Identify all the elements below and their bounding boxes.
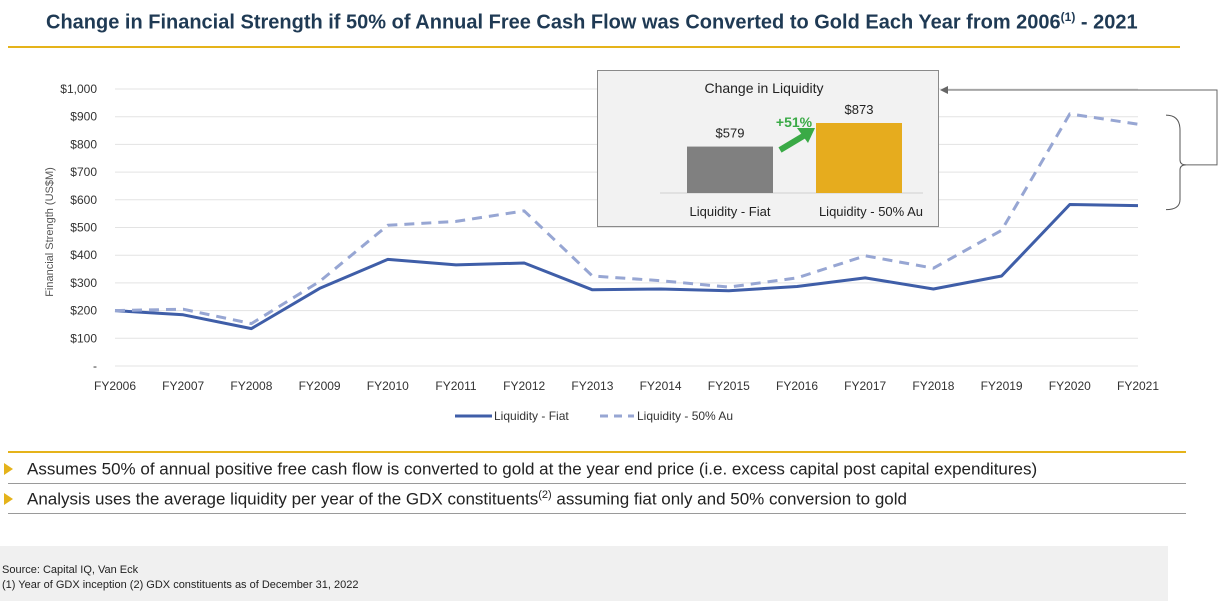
x-tick-label: FY2014 [640,379,682,393]
x-tick-label: FY2013 [571,379,613,393]
x-tick-label: FY2012 [503,379,545,393]
bullet-arrow-icon [4,463,13,476]
y-tick-label: $700 [70,165,97,179]
x-tick-label: FY2009 [299,379,341,393]
y-axis-label: Financial Strength (US$M) [44,167,56,297]
chart-series [114,112,1139,331]
inset-category-label: Liquidity - 50% Au [819,204,923,219]
inset-connector [940,86,1218,211]
x-tick-label: FY2008 [230,379,272,393]
bullet-2: Analysis uses the average liquidity per … [4,489,907,510]
y-tick-label: $500 [70,221,97,235]
series-line-au [114,112,1139,326]
change-arrowhead [797,128,815,143]
x-tick-label: FY2015 [708,379,750,393]
y-tick-label: - [93,359,97,373]
x-tick-label: FY2021 [1117,379,1159,393]
x-tick-label: FY2018 [912,379,954,393]
inset-category-label: Liquidity - Fiat [690,204,771,219]
connector-line [947,89,1218,166]
legend-label-fiat: Liquidity - Fiat [494,409,569,423]
inset-bar [687,146,773,193]
x-tick-label: FY2017 [844,379,886,393]
section-divider [8,451,1186,453]
chart-legend: Liquidity - Fiat Liquidity - 50% Au [455,409,733,423]
page-title: Change in Financial Strength if 50% of A… [46,10,1138,34]
bullet-arrow-icon [4,493,13,506]
x-tick-label: FY2020 [1049,379,1091,393]
y-axis-ticks: - $100 $200 $300 $400 $500 $600 $700 $800 $900 $1,… [60,82,97,373]
y-tick-label: $800 [70,137,97,151]
y-tick-label: $100 [70,331,97,345]
inset-value-label: $873 [845,102,874,117]
footnote-panel: Source: Capital IQ, Van Eck (1) Year of … [0,546,1168,601]
x-tick-label: FY2016 [776,379,818,393]
change-arrow [778,132,807,153]
bullet-divider [8,513,1186,514]
x-tick-label: FY2006 [94,379,136,393]
source-note: Source: Capital IQ, Van Eck [2,564,139,576]
y-tick-label: $300 [70,276,97,290]
footnote-text: (1) Year of GDX inception (2) GDX consti… [2,579,359,591]
y-tick-label: $1,000 [60,82,97,96]
bullet-1: Assumes 50% of annual positive free cash… [4,459,1037,480]
line-chart: - $100 $200 $300 $400 $500 $600 $700 $800 $900 $1,… [44,82,1218,423]
x-tick-label: FY2019 [981,379,1023,393]
legend-label-au: Liquidity - 50% Au [637,409,733,423]
inset-title: Change in Liquidity [704,80,823,96]
inset-bar [816,123,902,193]
x-tick-label: FY2010 [367,379,409,393]
connector-arrowhead [940,86,948,94]
change-percent-label: +51% [776,114,813,130]
y-tick-label: $600 [70,193,97,207]
bullet-divider [8,483,1186,484]
y-tick-label: $200 [70,304,97,318]
right-bracket [1165,114,1187,211]
liquidity-inset: Change in Liquidity $579 Liquidity - Fiat… [597,70,939,227]
y-tick-label: $900 [70,110,97,124]
x-tick-label: FY2011 [435,379,476,393]
x-tick-label: FY2007 [162,379,204,393]
inset-value-label: $579 [716,126,745,141]
y-tick-label: $400 [70,248,97,262]
x-axis-ticks: FY2006 FY2007 FY2008 FY2009 FY2010 FY2011 FY20… [94,379,1159,393]
series-line-fiat [114,203,1139,331]
title-divider [8,46,1180,48]
inset-bars: $579 Liquidity - Fiat $873 Liquidity - 50% … [660,102,923,219]
